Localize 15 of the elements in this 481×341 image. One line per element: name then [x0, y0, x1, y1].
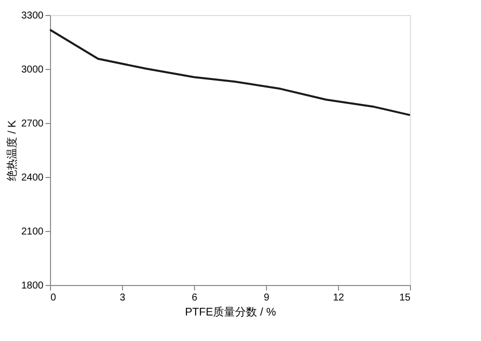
- y-tick-label: 2700: [21, 118, 44, 130]
- y-tick-label: 1800: [21, 280, 44, 292]
- x-tick-label: 9: [264, 292, 270, 304]
- y-tick-label: 3000: [21, 64, 44, 76]
- y-tick-label: 2400: [21, 172, 44, 184]
- y-tick-label: 2100: [21, 226, 44, 238]
- x-tick-label: 3: [120, 292, 126, 304]
- y-tick-label: 3300: [21, 10, 44, 22]
- x-tick-label: 6: [192, 292, 198, 304]
- y-axis-title: 绝热温度 / K: [5, 120, 18, 181]
- x-tick-label: 12: [332, 292, 344, 304]
- line-series: [49, 28, 411, 116]
- x-tick-label: 0: [50, 292, 56, 304]
- x-axis-title: PTFE质量分数 / %: [184, 306, 276, 318]
- x-tick-label: 15: [399, 292, 411, 304]
